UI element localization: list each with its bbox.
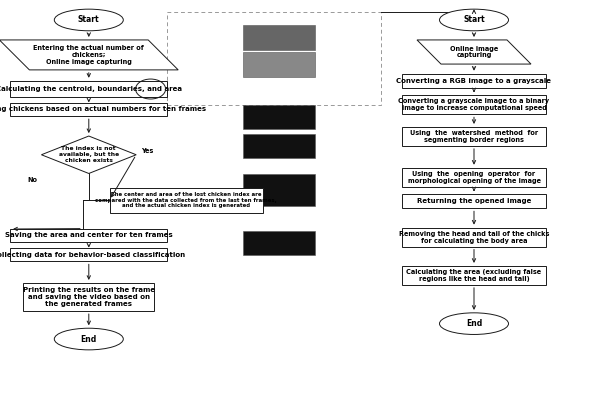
Bar — [10, 102, 167, 116]
Bar — [167, 12, 381, 105]
Bar — [402, 95, 546, 114]
Bar — [110, 188, 263, 213]
Text: Start: Start — [463, 15, 485, 25]
Bar — [402, 228, 546, 247]
Ellipse shape — [54, 328, 124, 350]
Text: Saving the area and center for ten frames: Saving the area and center for ten frame… — [5, 233, 173, 238]
Polygon shape — [41, 136, 136, 173]
Text: Removing the head and tail of the chicks
for calculating the body area: Removing the head and tail of the chicks… — [399, 230, 549, 244]
Text: Returning the opened image: Returning the opened image — [417, 198, 531, 204]
Ellipse shape — [439, 9, 509, 31]
Text: No: No — [28, 177, 37, 183]
Text: The index is not
available, but the
chicken exists: The index is not available, but the chic… — [59, 146, 119, 163]
Polygon shape — [0, 40, 178, 70]
Text: End: End — [466, 319, 482, 328]
Text: Printing the results on the frame
and saving the video based on
the generated fr: Printing the results on the frame and sa… — [23, 287, 155, 307]
Text: End: End — [80, 334, 97, 344]
Bar — [23, 283, 154, 311]
Bar — [243, 174, 315, 206]
Text: Start: Start — [78, 15, 100, 25]
Bar — [243, 231, 315, 255]
Bar — [243, 134, 315, 158]
Bar — [402, 74, 546, 88]
Text: Indexing chickens based on actual numbers for ten frames: Indexing chickens based on actual number… — [0, 106, 206, 112]
Bar — [10, 81, 167, 97]
Bar — [243, 105, 315, 129]
Text: Yes: Yes — [141, 148, 153, 154]
Bar — [243, 52, 315, 77]
Text: The center and area of the lost chicken index are
compared with the data collect: The center and area of the lost chicken … — [95, 192, 277, 208]
Ellipse shape — [54, 9, 124, 31]
Polygon shape — [417, 40, 531, 64]
Bar — [402, 194, 546, 208]
Text: Calculating the area (excluding false
regions like the head and tail): Calculating the area (excluding false re… — [406, 269, 542, 282]
Bar — [402, 127, 546, 146]
Text: Online image
capturing: Online image capturing — [450, 45, 498, 59]
Bar — [10, 248, 167, 261]
Bar — [402, 266, 546, 285]
Bar — [10, 228, 167, 242]
Text: Converting a grayscale image to a binary
image to increase computational speed: Converting a grayscale image to a binary… — [398, 98, 550, 111]
Bar — [243, 25, 315, 50]
Text: Calculating the centroid, boundaries, and area: Calculating the centroid, boundaries, an… — [0, 86, 182, 92]
Bar — [402, 168, 546, 187]
Ellipse shape — [439, 313, 509, 334]
Text: Collecting data for behavior-based classification: Collecting data for behavior-based class… — [0, 252, 185, 258]
Text: Converting a RGB image to a grayscale: Converting a RGB image to a grayscale — [397, 78, 551, 84]
Text: Entering the actual number of
chickens;
Online image capturing: Entering the actual number of chickens; … — [34, 45, 144, 65]
Text: Using  the  watershed  method  for
segmenting border regions: Using the watershed method for segmentin… — [410, 130, 538, 143]
Text: Using  the  opening  operator  for
morphological opening of the image: Using the opening operator for morpholog… — [407, 171, 541, 184]
